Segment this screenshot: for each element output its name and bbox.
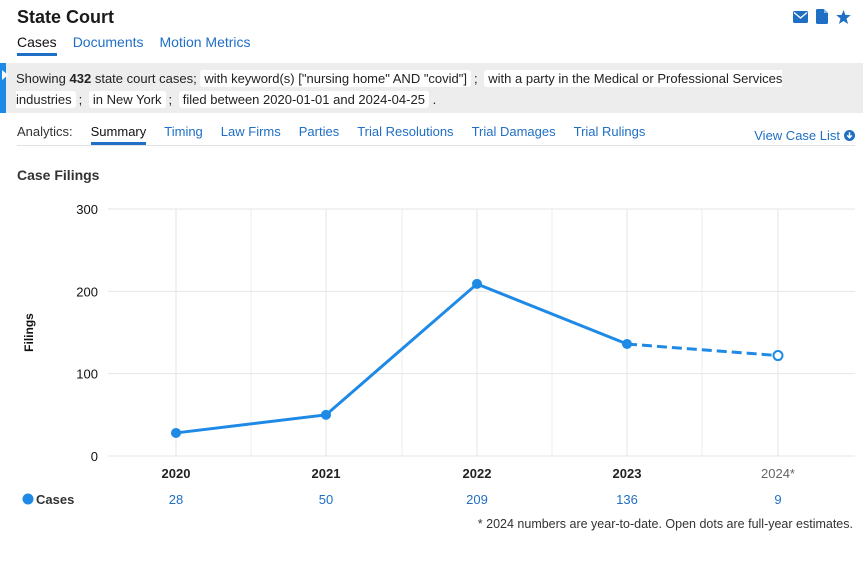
legend-marker-cases [22, 493, 34, 505]
data-point-estimate [772, 350, 784, 362]
data-point [472, 278, 482, 289]
tab-timing[interactable]: Timing [164, 124, 203, 139]
expand-arrow-icon[interactable] [2, 70, 8, 80]
header-actions [793, 9, 851, 24]
y-tick-label: 0 [91, 449, 98, 464]
circle-arrow-down-icon [844, 130, 855, 141]
filter-separator: ; [474, 71, 478, 86]
y-tick-label: 100 [76, 367, 98, 382]
filter-chip-date-range[interactable]: filed between 2020-01-01 and 2024-04-25 [178, 91, 429, 108]
case-count: 432 [69, 71, 92, 86]
showing-prefix: Showing [16, 71, 66, 86]
y-tick-label: 200 [76, 284, 98, 299]
filter-separator: ; [168, 92, 173, 107]
case-filings-title: Case Filings [17, 167, 100, 183]
tab-cases[interactable]: Cases [17, 34, 57, 56]
legend-label-cases: Cases [36, 492, 74, 507]
tab-summary[interactable]: Summary [90, 124, 147, 145]
view-case-list-label: View Case List [754, 128, 840, 143]
tab-trial-resolutions[interactable]: Trial Resolutions [357, 124, 454, 139]
star-icon[interactable] [836, 9, 851, 24]
table-value-cases: 9 [774, 492, 781, 507]
tab-documents[interactable]: Documents [72, 34, 144, 50]
filter-end: . [432, 92, 437, 107]
filter-chip-keyword[interactable]: with keyword(s) ["nursing home" AND "cov… [200, 70, 472, 87]
y-axis-label: Filings [22, 313, 36, 352]
analytics-tabs: Analytics: Summary Timing Law Firms Part… [17, 124, 855, 146]
x-tick-label: 2023 [613, 466, 642, 481]
x-tick-label: 2022 [463, 466, 492, 481]
showing-suffix: state court cases; [94, 71, 197, 86]
table-value-cases: 28 [169, 492, 183, 507]
filter-summary-bar: Showing 432 state court cases; with keyw… [0, 63, 863, 113]
document-icon[interactable] [816, 9, 828, 24]
x-tick-label: 2024* [761, 466, 795, 481]
view-case-list-link[interactable]: View Case List [754, 128, 855, 143]
table-value-cases: 209 [466, 492, 488, 507]
envelope-icon[interactable] [793, 10, 808, 23]
tab-parties[interactable]: Parties [298, 124, 340, 139]
data-point [622, 339, 632, 350]
tab-law-firms[interactable]: Law Firms [220, 124, 281, 139]
data-point [321, 409, 331, 420]
series-line-cases [175, 282, 628, 435]
tab-trial-rulings[interactable]: Trial Rulings [573, 124, 646, 139]
data-point [171, 427, 181, 438]
filter-separator: ; [78, 92, 83, 107]
case-filings-chart: 0 100 200 300 Filings 2020 2021 2022 2023 2024* Ca… [22, 202, 855, 507]
analytics-label: Analytics: [17, 124, 73, 139]
chart-footnote: * 2024 numbers are year-to-date. Open do… [477, 517, 853, 531]
table-value-cases: 50 [319, 492, 333, 507]
series-line-estimate [626, 342, 779, 358]
tab-trial-damages[interactable]: Trial Damages [471, 124, 556, 139]
page-title: State Court [17, 7, 115, 27]
main-tabs: Cases Documents Motion Metrics [17, 34, 251, 56]
x-tick-label: 2020 [162, 466, 191, 481]
y-tick-label: 300 [76, 202, 98, 217]
x-tick-label: 2021 [312, 466, 341, 481]
tab-motion-metrics[interactable]: Motion Metrics [159, 34, 251, 50]
filter-chip-location[interactable]: in New York [88, 91, 166, 108]
table-value-cases: 136 [616, 492, 638, 507]
